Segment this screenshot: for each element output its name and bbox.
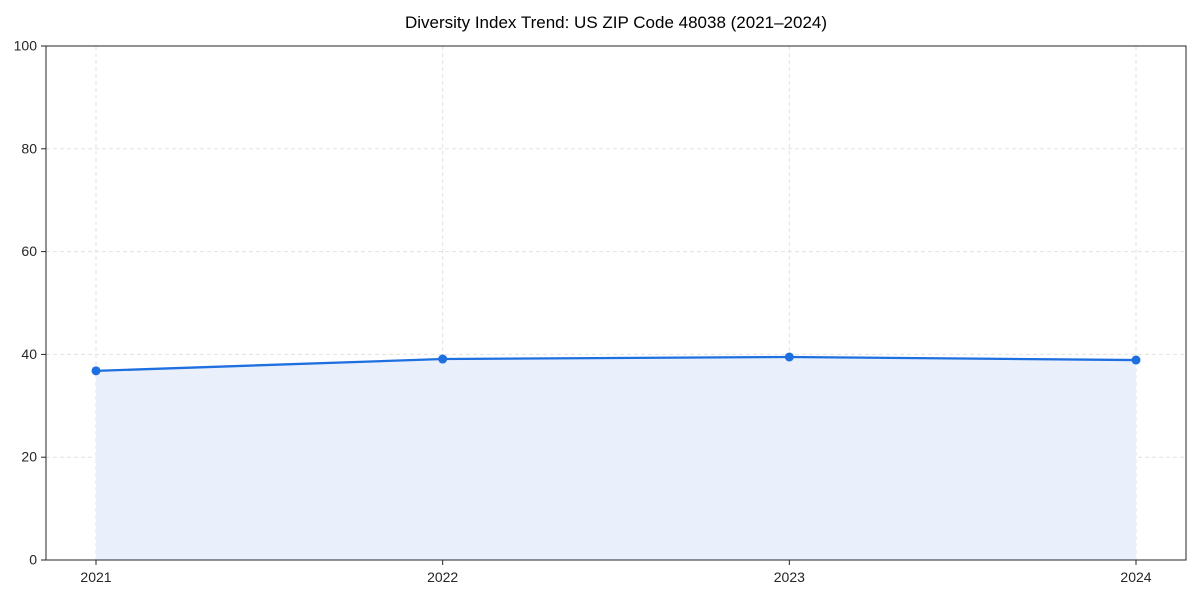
y-tick-label: 0	[29, 552, 37, 568]
plot-frame	[45, 45, 1187, 561]
data-point-marker	[1131, 355, 1141, 365]
y-tick-label: 60	[21, 243, 37, 259]
data-point-marker	[438, 354, 448, 364]
series-layer	[91, 352, 1141, 560]
x-tick-label: 2022	[427, 569, 458, 585]
chart-title: Diversity Index Trend: US ZIP Code 48038…	[405, 13, 827, 32]
area-fill	[96, 356, 1136, 560]
y-tick-label: 20	[21, 449, 37, 465]
x-tick-label: 2023	[774, 569, 805, 585]
trend-line	[94, 355, 1138, 372]
data-point-marker	[784, 352, 794, 362]
y-tick-label: 80	[21, 140, 37, 156]
axis-layer: 0 20 40 60 80 100 2021 2022 2023 2024	[14, 38, 1187, 585]
y-tick-label: 100	[14, 38, 38, 54]
data-point-marker	[91, 366, 101, 376]
x-tick-label: 2024	[1120, 569, 1151, 585]
y-tick-label: 40	[21, 346, 37, 362]
x-tick-label: 2021	[80, 569, 111, 585]
